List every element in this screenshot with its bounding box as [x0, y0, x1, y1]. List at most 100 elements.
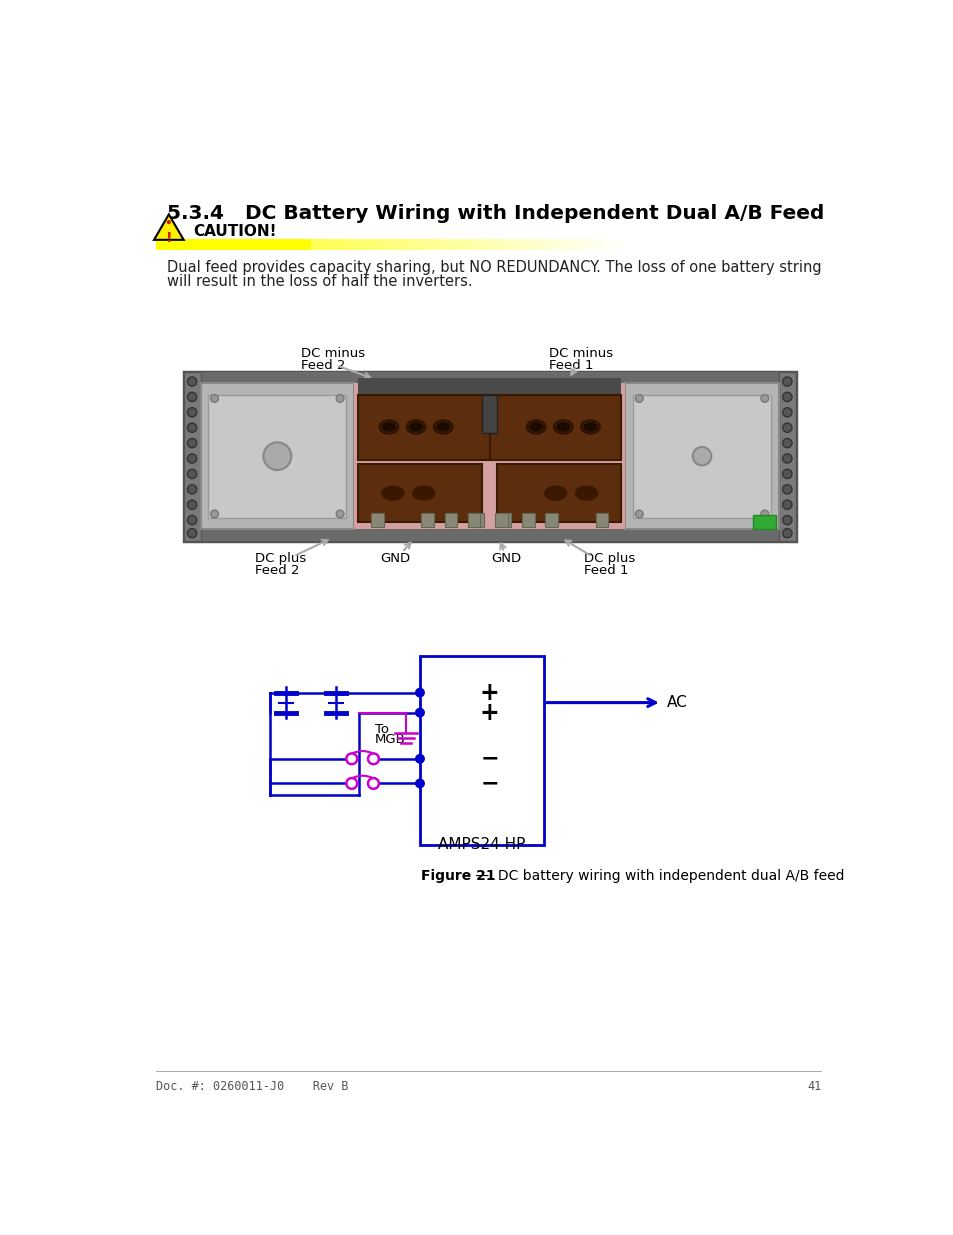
Text: DC minus: DC minus: [301, 347, 365, 359]
Bar: [589, 240, 598, 249]
Bar: [348, 240, 356, 249]
Bar: [156, 240, 311, 249]
Text: !: !: [166, 231, 172, 245]
Circle shape: [781, 393, 791, 401]
Text: GND: GND: [491, 552, 521, 566]
Circle shape: [781, 408, 791, 417]
Bar: [633, 395, 770, 517]
Bar: [323, 240, 331, 249]
Circle shape: [416, 755, 424, 763]
Bar: [598, 240, 606, 249]
Bar: [664, 240, 672, 249]
Bar: [722, 240, 731, 249]
Circle shape: [781, 469, 791, 478]
Bar: [183, 526, 795, 541]
Text: CAUTION!: CAUTION!: [193, 224, 277, 238]
Ellipse shape: [580, 420, 599, 433]
Text: will result in the loss of half the inverters.: will result in the loss of half the inve…: [167, 274, 473, 289]
Ellipse shape: [381, 422, 395, 431]
Bar: [406, 240, 415, 249]
Bar: [747, 240, 756, 249]
Bar: [421, 514, 434, 527]
Bar: [356, 240, 364, 249]
Circle shape: [187, 408, 196, 417]
Bar: [468, 514, 480, 527]
Bar: [753, 515, 776, 530]
Circle shape: [263, 442, 291, 471]
Bar: [778, 372, 795, 541]
Bar: [273, 240, 281, 249]
Circle shape: [168, 221, 170, 224]
Bar: [624, 383, 778, 530]
Bar: [772, 240, 781, 249]
Circle shape: [760, 395, 768, 403]
Polygon shape: [153, 215, 184, 240]
Text: MGB: MGB: [375, 734, 405, 746]
Ellipse shape: [575, 485, 598, 501]
Bar: [498, 514, 511, 527]
Bar: [357, 378, 620, 395]
Bar: [439, 240, 448, 249]
Circle shape: [781, 424, 791, 432]
Bar: [239, 240, 248, 249]
Text: AC: AC: [666, 695, 686, 710]
Bar: [672, 240, 680, 249]
Bar: [805, 240, 814, 249]
Bar: [481, 395, 497, 433]
Bar: [515, 240, 522, 249]
Bar: [165, 240, 172, 249]
Circle shape: [781, 515, 791, 525]
Bar: [181, 240, 190, 249]
Text: GND: GND: [379, 552, 410, 566]
Bar: [756, 240, 764, 249]
Bar: [473, 240, 481, 249]
Bar: [200, 383, 354, 530]
Bar: [739, 240, 747, 249]
Bar: [497, 240, 506, 249]
Bar: [714, 240, 722, 249]
Bar: [290, 240, 297, 249]
Bar: [357, 395, 489, 461]
Text: Feed 1: Feed 1: [549, 359, 594, 372]
Bar: [698, 240, 705, 249]
Circle shape: [211, 510, 218, 517]
Bar: [183, 372, 200, 541]
Bar: [789, 240, 797, 249]
Bar: [256, 240, 265, 249]
Bar: [172, 240, 181, 249]
Bar: [444, 514, 456, 527]
Bar: [596, 514, 608, 527]
Bar: [373, 240, 381, 249]
Text: DC plus: DC plus: [583, 552, 635, 566]
Text: −: −: [480, 773, 498, 793]
Bar: [580, 240, 589, 249]
Bar: [680, 240, 689, 249]
Bar: [306, 240, 314, 249]
Bar: [248, 240, 256, 249]
Bar: [183, 372, 795, 541]
Circle shape: [760, 510, 768, 517]
Bar: [381, 240, 390, 249]
Bar: [764, 240, 772, 249]
Text: DC plus: DC plus: [254, 552, 306, 566]
Bar: [631, 240, 639, 249]
Bar: [183, 372, 795, 389]
Ellipse shape: [529, 422, 542, 431]
Bar: [265, 240, 273, 249]
Bar: [689, 240, 698, 249]
Circle shape: [187, 454, 196, 463]
Bar: [281, 240, 290, 249]
Bar: [364, 240, 373, 249]
Bar: [448, 240, 456, 249]
Text: Feed 1: Feed 1: [583, 564, 628, 577]
Bar: [419, 656, 543, 845]
Bar: [456, 240, 464, 249]
Text: 5.3.4   DC Battery Wiring with Independent Dual A/B Feed: 5.3.4 DC Battery Wiring with Independent…: [167, 204, 823, 222]
Circle shape: [346, 753, 356, 764]
Bar: [547, 240, 556, 249]
Circle shape: [335, 510, 344, 517]
Bar: [357, 464, 481, 521]
Bar: [606, 240, 614, 249]
Bar: [539, 240, 547, 249]
Text: To: To: [375, 724, 389, 736]
